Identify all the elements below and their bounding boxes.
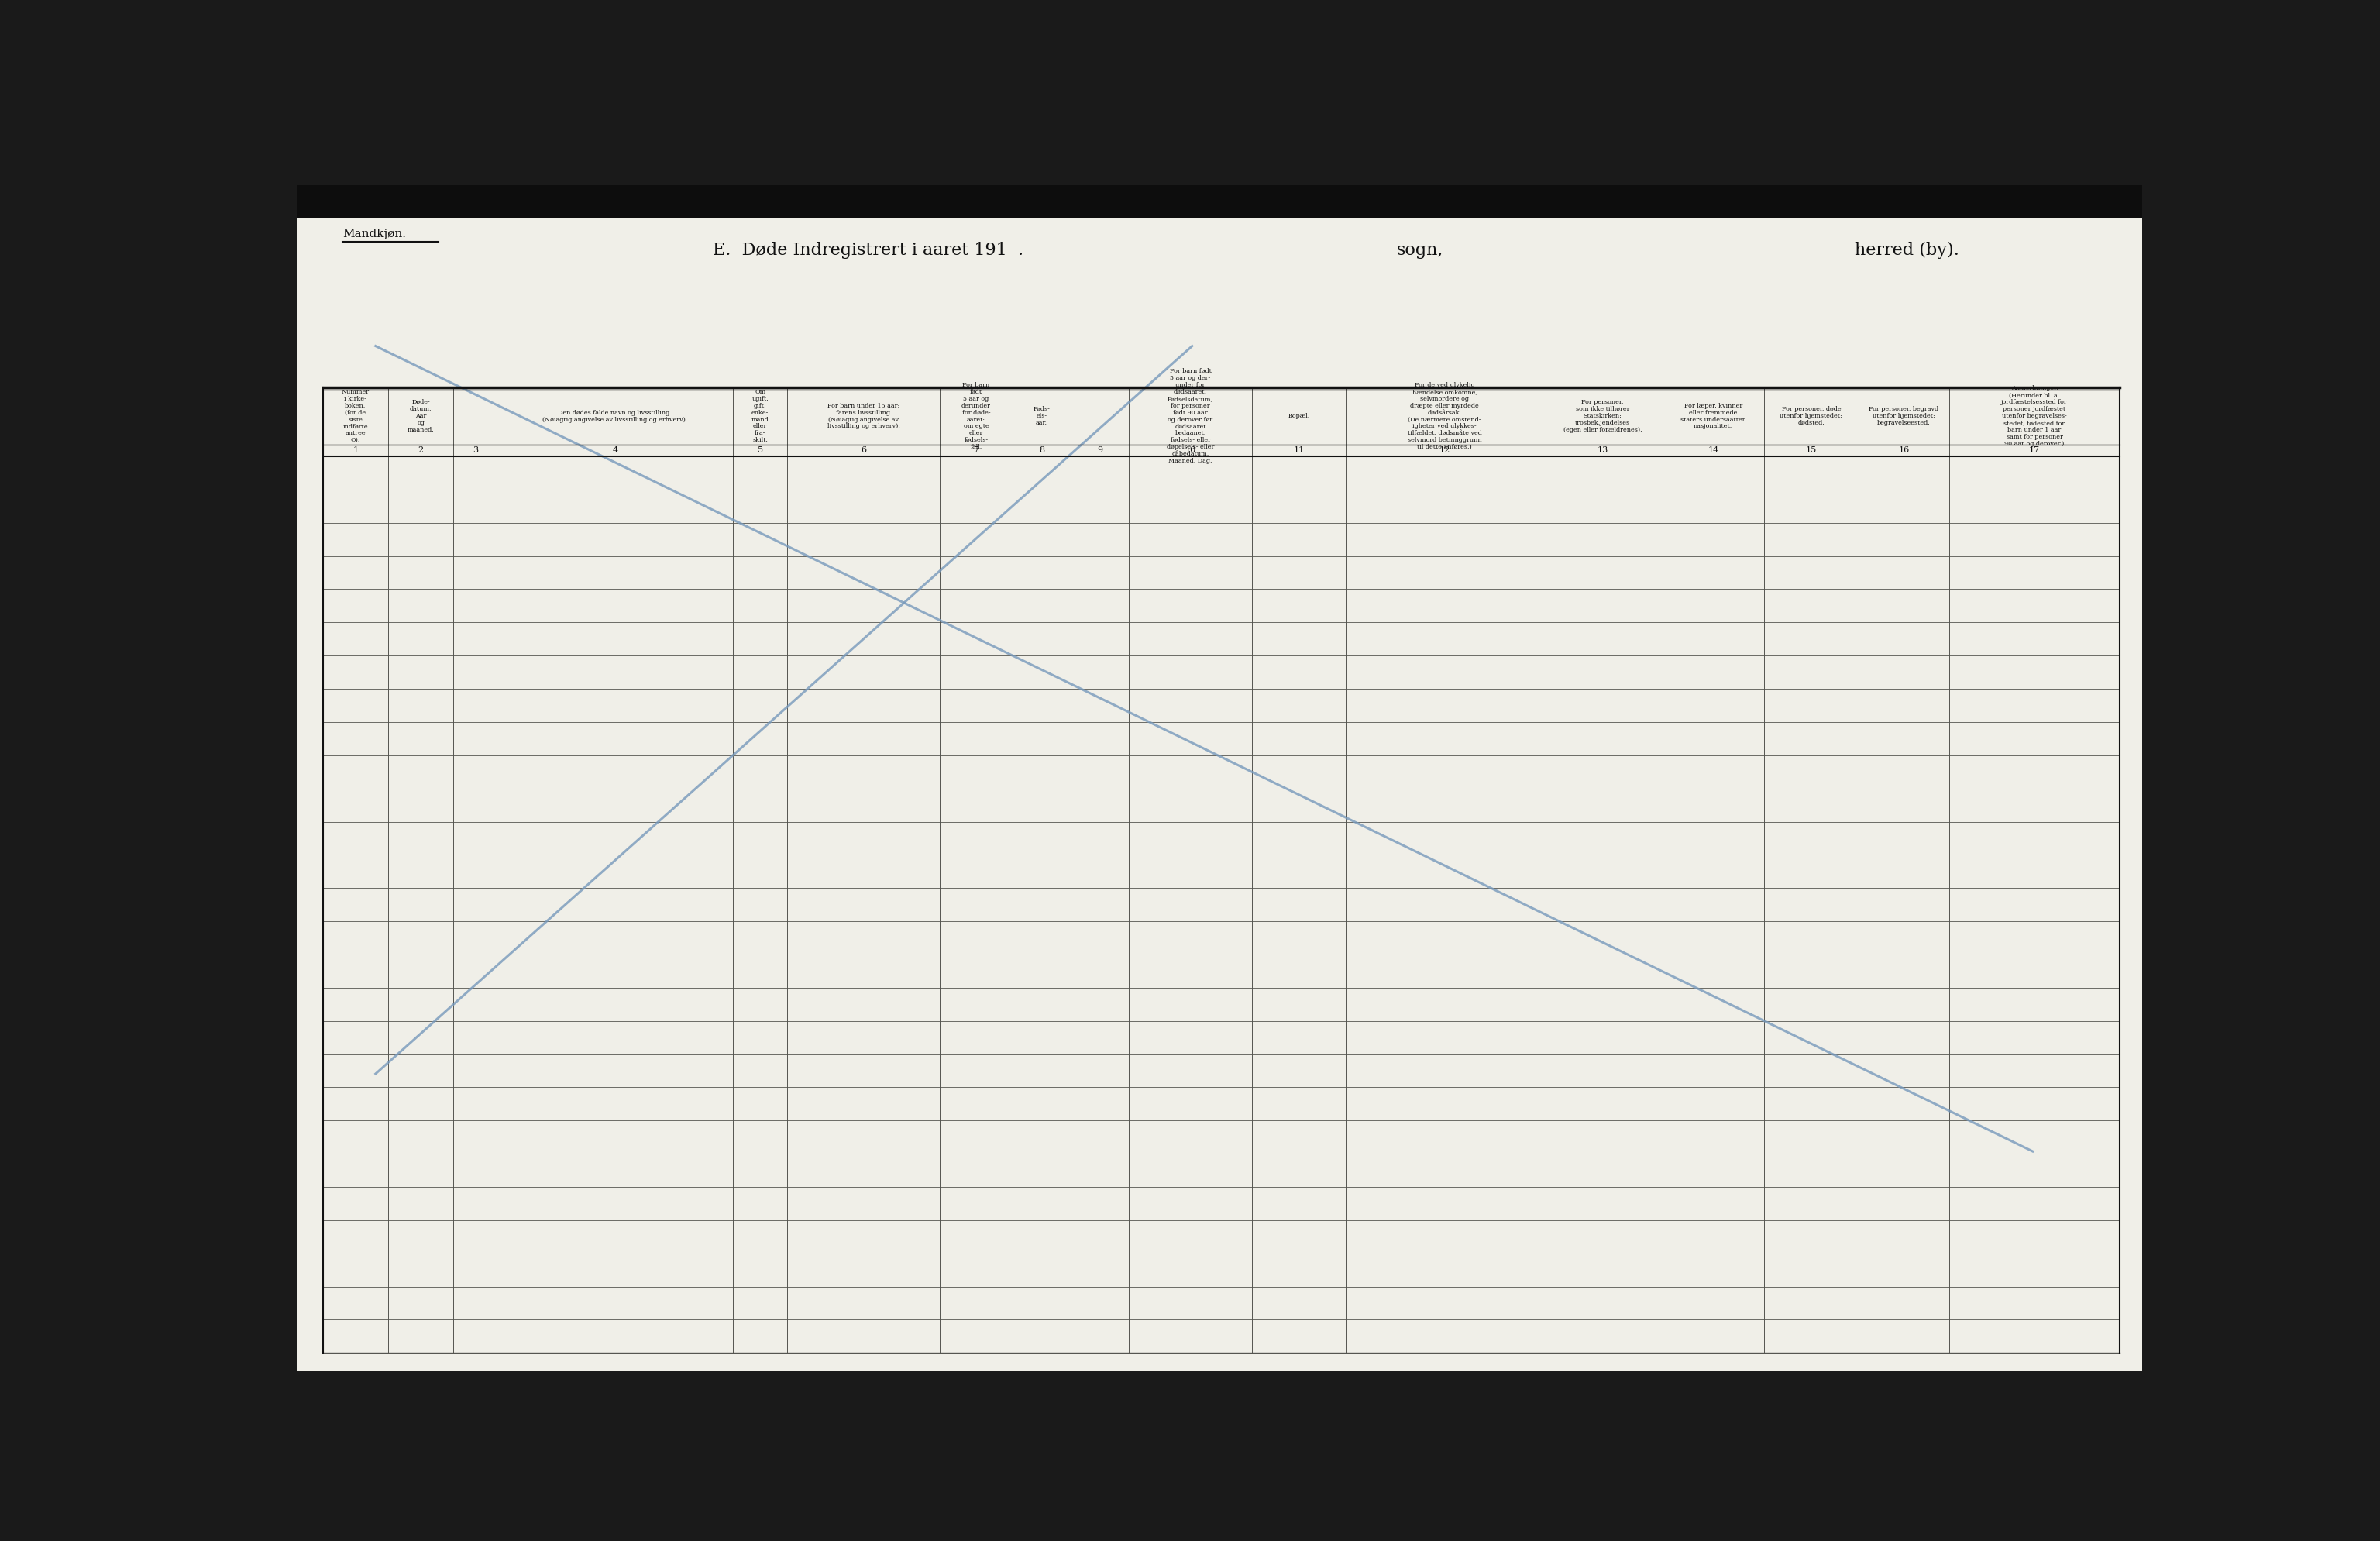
Text: 17: 17: [2030, 447, 2040, 455]
Text: 14: 14: [1709, 447, 1718, 455]
Text: For personer,
som ikke tilhører
Statskirken:
trosbek.jendelses
(egen eller foræl: For personer, som ikke tilhører Statskir…: [1564, 399, 1642, 433]
Text: Anmerkninger.
(Herunder bl. a.
jordfæstelsessted for
personer jordfæstet
utenfor: Anmerkninger. (Herunder bl. a. jordfæste…: [2002, 385, 2068, 447]
Text: 16: 16: [1899, 447, 1909, 455]
Text: E.  Døde Indregistrert i aaret 191  .: E. Døde Indregistrert i aaret 191 .: [712, 242, 1023, 259]
Text: For barn født
5 aar og der-
under for
dødsaaret.
Fødselsdatum,
for personer
født: For barn født 5 aar og der- under for dø…: [1166, 368, 1214, 464]
Text: Føds-
els-
aar.: Føds- els- aar.: [1033, 407, 1050, 425]
Text: 6: 6: [862, 447, 866, 455]
Bar: [298, 185, 2142, 217]
Text: For personer, døde
utenfor hjemstedet:
dødsted.: For personer, døde utenfor hjemstedet: d…: [1780, 407, 1842, 425]
Text: 11: 11: [1295, 447, 1304, 455]
Text: Mandkjøn.: Mandkjøn.: [343, 228, 407, 239]
Bar: [324, 370, 2121, 1353]
Text: Den dødes falde navn og livsstilling.
(Nøiagtig angivelse av livsstilling og erh: Den dødes falde navn og livsstilling. (N…: [543, 410, 688, 422]
Text: herred (by).: herred (by).: [1854, 242, 1959, 259]
Text: 4: 4: [612, 447, 619, 455]
Text: Døde-
datum.
Aar
og
maaned.: Døde- datum. Aar og maaned.: [407, 399, 433, 433]
Text: For de ved ulykelig
hændelse omkomne,
selvmordere og
dræpte eller myrdede
dødsår: For de ved ulykelig hændelse omkomne, se…: [1407, 382, 1483, 450]
Text: For personer, begravd
utenfor hjemstedet:
begravelseested.: For personer, begravd utenfor hjemstedet…: [1868, 407, 1940, 425]
Text: 5: 5: [757, 447, 764, 455]
Text: For barn
født
5 aar og
derunder
for døde-
aaret:
om egte
eller
fødsels-
fall.: For barn født 5 aar og derunder for døde…: [962, 382, 990, 450]
Text: For læper, kvinner
eller fremmede
staters undersaatter
nasjonalitet.: For læper, kvinner eller fremmede stater…: [1680, 402, 1745, 430]
Text: Nummer
i kirke-
boken.
(for de
siste
indførte
antree
O).: Nummer i kirke- boken. (for de siste ind…: [340, 388, 369, 444]
Text: 2: 2: [419, 447, 424, 455]
Text: Om
ugift,
gift,
enke-
mand
eller
fra-
skilt.: Om ugift, gift, enke- mand eller fra- sk…: [752, 388, 769, 444]
Text: 12: 12: [1440, 447, 1449, 455]
Text: 9: 9: [1097, 447, 1102, 455]
Text: 13: 13: [1597, 447, 1609, 455]
Text: For barn under 15 aar:
farens livsstilling.
(Nøiagtig angivelse av
livsstilling : For barn under 15 aar: farens livsstilli…: [828, 402, 900, 430]
Text: 1: 1: [352, 447, 357, 455]
Text: Bopæl.: Bopæl.: [1288, 413, 1311, 419]
Text: sogn,: sogn,: [1397, 242, 1445, 259]
Text: 7: 7: [973, 447, 978, 455]
Text: 8: 8: [1038, 447, 1045, 455]
Text: 15: 15: [1806, 447, 1816, 455]
Text: 3: 3: [474, 447, 478, 455]
Text: 10: 10: [1185, 447, 1195, 455]
